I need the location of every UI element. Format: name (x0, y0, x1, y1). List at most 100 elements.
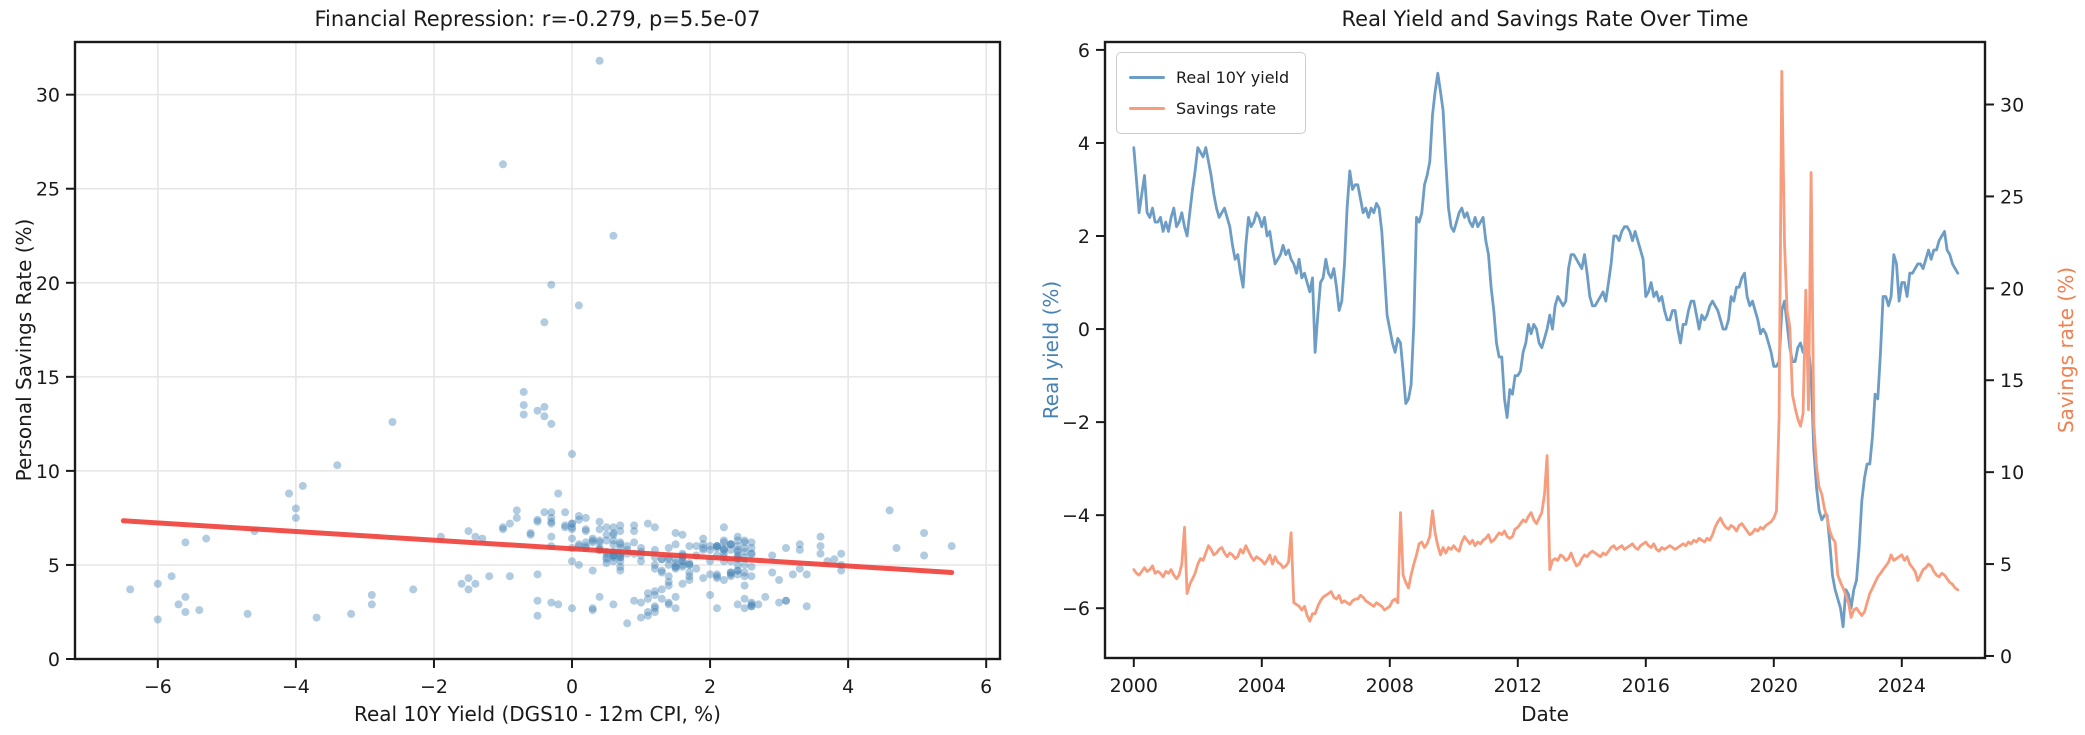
scatter-point (699, 534, 708, 543)
scatter-point (713, 574, 721, 583)
scatter-point (574, 560, 583, 569)
scatter-point (713, 542, 721, 551)
scatter-point (519, 387, 528, 396)
scatter-point (837, 549, 846, 558)
scatter-point (519, 401, 528, 410)
scatter-point (699, 544, 708, 552)
scatter-point (533, 596, 542, 605)
scatter-point (713, 544, 721, 552)
scatter-point (740, 572, 749, 581)
scatter-point (726, 540, 735, 549)
scatter-point (568, 519, 576, 528)
scatter-point (347, 609, 356, 618)
scatter-point (706, 591, 715, 599)
scatter-point (298, 481, 307, 490)
scatter-point (616, 521, 625, 530)
right-y-tick-label: 30 (2000, 95, 2024, 117)
scatter-point (581, 525, 590, 534)
scatter-point (568, 525, 576, 534)
scatter-point (195, 606, 204, 615)
scatter-axes-frame (73, 40, 1002, 661)
scatter-point (920, 529, 929, 537)
x-tick-label: 2008 (1366, 675, 1414, 697)
scatter-point (685, 542, 694, 551)
scatter-point (609, 553, 618, 562)
scatter-point (664, 598, 673, 607)
scatter-point (699, 540, 708, 549)
trend-line (120, 518, 955, 575)
scatter-point (602, 530, 611, 539)
scatter-point (713, 604, 721, 613)
scatter-point (650, 608, 659, 616)
scatter-point (719, 536, 728, 545)
scatter-point (588, 606, 597, 615)
scatter-point (505, 519, 514, 528)
scatter-point (174, 600, 183, 609)
scatter-point (616, 562, 625, 571)
scatter-point (561, 523, 570, 532)
scatter-point (671, 559, 680, 568)
scatter-point (568, 557, 576, 566)
scatter-point (713, 542, 721, 551)
scatter-point (616, 540, 625, 549)
scatter-point (609, 231, 618, 240)
scatter-point (547, 513, 556, 522)
scatter-point (609, 540, 618, 549)
scatter-point (795, 564, 804, 573)
scatter-point (499, 160, 507, 169)
scatter-point (726, 540, 735, 549)
scatter-point (650, 587, 659, 596)
scatter-point (664, 572, 673, 581)
scatter-point (637, 613, 645, 622)
scatter-point (657, 566, 666, 575)
scatter-xaxis-label: Real 10Y Yield (DGS10 - 12m CPI, %) (354, 702, 721, 726)
scatter-point (740, 560, 749, 569)
scatter-point (657, 585, 666, 594)
scatter-point (643, 594, 652, 603)
scatter-point (733, 566, 742, 575)
scatter-point (588, 534, 597, 543)
real-yield-line (1132, 71, 1960, 629)
scatter-point (692, 564, 701, 573)
scatter-point (547, 519, 556, 528)
scatter-point (464, 585, 473, 594)
scatter-point (657, 555, 666, 564)
scatter-point (747, 598, 756, 607)
scatter-point (920, 551, 929, 560)
right-y-tick-label: 10 (2000, 462, 2024, 484)
y-tick-label: 30 (36, 85, 60, 107)
scatter-yaxis-label: Personal Savings Rate (%) (12, 218, 36, 482)
scatter-point (733, 570, 742, 579)
scatter-point (312, 613, 321, 622)
scatter-point (533, 570, 542, 579)
scatter-point (671, 540, 680, 549)
scatter-point (650, 560, 659, 569)
scatter-point (471, 532, 480, 541)
scatter-point (623, 619, 632, 628)
scatter-point (671, 604, 680, 613)
scatter-point (782, 596, 790, 605)
y-tick-label: 10 (36, 461, 60, 483)
scatter-point (602, 555, 611, 564)
scatter-point (464, 574, 473, 583)
scatter-point (568, 519, 576, 528)
scatter-point (747, 549, 756, 558)
left-y-tick-label: −6 (1062, 598, 1090, 620)
right-y-tick-label: 15 (2000, 370, 2024, 392)
scatter-point (678, 530, 687, 539)
scatter-point (616, 527, 625, 536)
scatter-point (630, 596, 639, 605)
x-tick-label: 2012 (1494, 675, 1542, 697)
scatter-point (692, 542, 701, 551)
scatter-point (706, 570, 715, 579)
timeseries-title: Real Yield and Savings Rate Over Time (1341, 7, 1749, 31)
scatter-point (782, 544, 790, 552)
scatter-point (574, 512, 583, 520)
left-y-tick-label: 6 (1078, 40, 1090, 62)
scatter-point (568, 604, 576, 613)
scatter-point (740, 594, 749, 603)
scatter-point (581, 538, 590, 547)
scatter-point (678, 557, 687, 566)
